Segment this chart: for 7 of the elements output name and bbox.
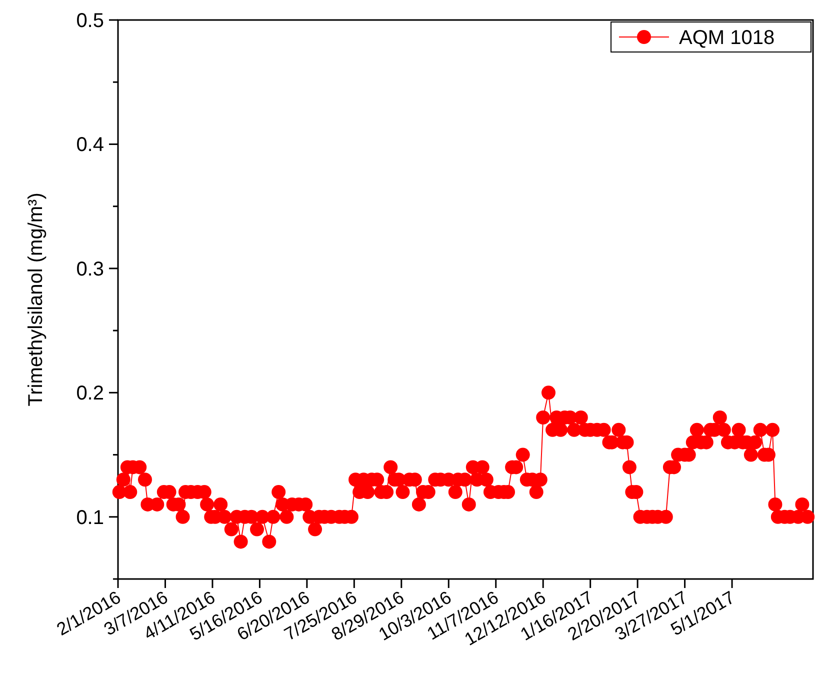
y-axis-title: Trimethylsilanol (mg/m³) bbox=[25, 192, 47, 406]
y-tick-label: 0.5 bbox=[76, 10, 104, 32]
y-tick-label: 0.4 bbox=[76, 134, 104, 156]
y-tick-label: 0.2 bbox=[76, 382, 104, 405]
y-tick-label: 0.1 bbox=[76, 506, 104, 529]
y-tick-label: 0.3 bbox=[76, 258, 104, 280]
legend-label: AQM 1018 bbox=[679, 27, 775, 49]
